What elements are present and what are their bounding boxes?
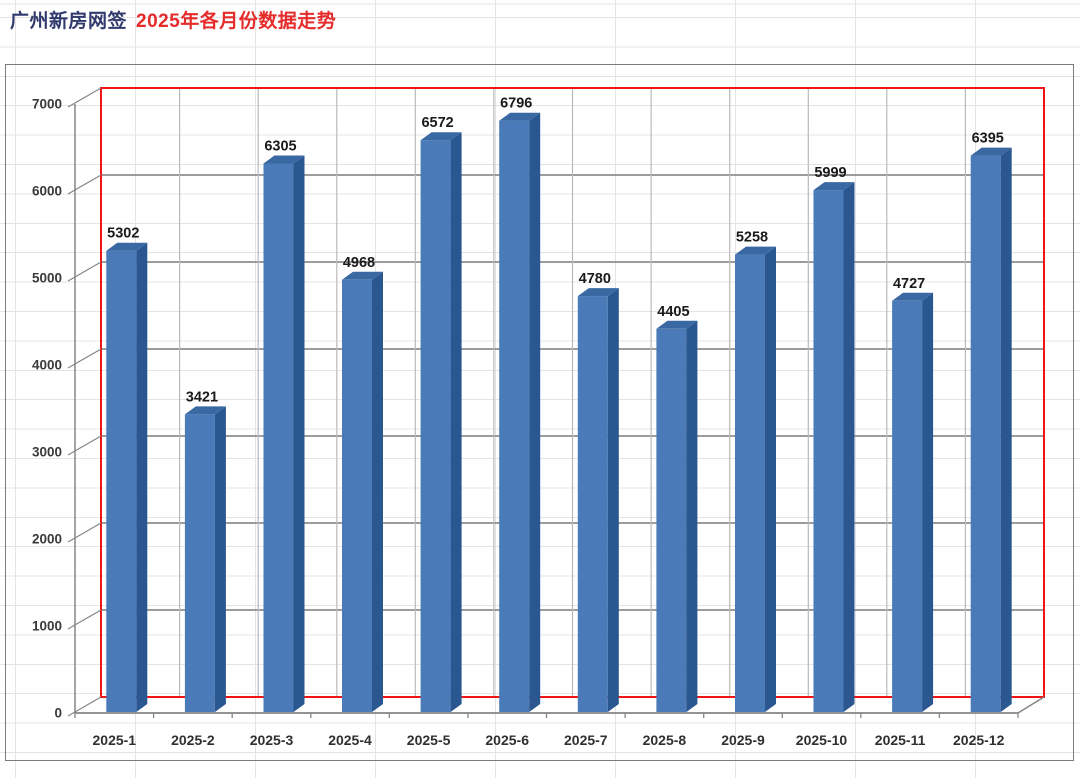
bar-top-face[interactable] — [420, 132, 462, 141]
bar-top-face[interactable] — [263, 155, 305, 164]
y-axis-tick-label: 4000 — [32, 358, 62, 373]
x-axis-category-label: 2025-9 — [721, 732, 765, 748]
bar-front-face[interactable] — [656, 328, 687, 712]
bar-2025-9[interactable] — [735, 246, 776, 712]
x-axis-category-label: 2025-7 — [564, 732, 608, 748]
bar-top-face[interactable] — [813, 182, 855, 191]
bar-front-face[interactable] — [892, 300, 923, 712]
bar-2025-10[interactable] — [813, 182, 855, 713]
bar-front-face[interactable] — [577, 296, 608, 712]
y-axis-tick-connector — [67, 174, 102, 195]
bar-value-label-2025-7: 4780 — [579, 271, 611, 287]
bar-side-face[interactable] — [843, 182, 855, 713]
bar-side-face[interactable] — [922, 292, 934, 712]
chart-title-primary: 广州新房网签 — [10, 11, 128, 32]
y-axis-tick-connector — [67, 435, 102, 456]
y-axis-tick-connector — [67, 261, 102, 282]
bar-2025-7[interactable] — [577, 288, 619, 712]
y-axis-tick-label: 7000 — [32, 97, 62, 112]
y-axis-tick-connector — [67, 87, 102, 108]
x-axis-category-label: 2025-1 — [93, 732, 137, 748]
bar-top-face[interactable] — [656, 320, 698, 329]
bar-top-face[interactable] — [106, 242, 148, 251]
bar-value-label-2025-1: 5302 — [107, 226, 139, 242]
bar-2025-5[interactable] — [420, 132, 462, 712]
bar-value-label-2025-9: 5258 — [736, 230, 768, 246]
plot-area-border — [100, 87, 1045, 698]
bar-2025-3[interactable] — [263, 155, 305, 713]
bar-side-face[interactable] — [1000, 147, 1012, 713]
bar-2025-8[interactable] — [656, 320, 698, 712]
y-axis-tick-label: 3000 — [32, 445, 62, 460]
x-axis-category-label: 2025-6 — [485, 732, 529, 748]
bar-value-label-2025-10: 5999 — [814, 165, 846, 181]
bar-side-face[interactable] — [293, 155, 305, 713]
bar-2025-11[interactable] — [892, 292, 934, 712]
bar-2025-12[interactable] — [970, 147, 1012, 713]
bar-top-face[interactable] — [970, 147, 1012, 156]
y-axis-tick-connector — [67, 522, 102, 543]
bar-top-face[interactable] — [577, 288, 619, 297]
y-axis-tick-connector — [67, 348, 102, 369]
chart-object[interactable] — [5, 64, 1074, 761]
bar-top-face[interactable] — [499, 112, 541, 121]
x-axis-category-label: 2025-5 — [407, 732, 451, 748]
bar-front-face[interactable] — [342, 279, 372, 712]
bar-value-label-2025-12: 6395 — [972, 131, 1004, 147]
bar-front-face[interactable] — [420, 140, 451, 712]
bar-side-face[interactable] — [136, 242, 148, 712]
bar-value-label-2025-4: 4968 — [343, 255, 375, 271]
x-axis-category-label: 2025-2 — [171, 732, 215, 748]
bar-front-face[interactable] — [970, 155, 1001, 713]
y-axis-tick-label: 5000 — [32, 271, 62, 286]
bar-top-face[interactable] — [735, 246, 776, 255]
bar-2025-1[interactable] — [106, 242, 148, 712]
y-axis-tick-label: 0 — [54, 706, 62, 721]
chart-title: 广州新房网签 2025年各月份数据走势 — [10, 6, 336, 33]
x-axis-category-label: 2025-10 — [796, 732, 848, 748]
bar-2025-6[interactable] — [499, 112, 541, 712]
bar-value-label-2025-8: 4405 — [657, 304, 689, 320]
bar-front-face[interactable] — [184, 414, 215, 712]
bar-front-face[interactable] — [263, 163, 294, 713]
axis-floor-depth-edge — [1017, 696, 1045, 714]
bar-side-face[interactable] — [450, 132, 462, 712]
x-axis-category-label: 2025-8 — [643, 732, 687, 748]
bar-side-face[interactable] — [214, 406, 226, 712]
bar-top-face[interactable] — [342, 271, 383, 280]
bar-value-label-2025-5: 6572 — [421, 115, 453, 131]
bar-front-face[interactable] — [106, 250, 137, 712]
bar-front-face[interactable] — [499, 120, 530, 712]
bar-side-face[interactable] — [607, 288, 619, 712]
bar-side-face[interactable] — [529, 112, 541, 712]
bar-2025-4[interactable] — [342, 271, 383, 712]
y-axis-tick-label: 1000 — [32, 619, 62, 634]
y-axis-tick-label: 2000 — [32, 532, 62, 547]
bar-value-label-2025-11: 4727 — [893, 276, 925, 292]
bar-side-face[interactable] — [686, 320, 698, 712]
y-axis-tick-connector — [67, 696, 102, 717]
y-axis-tick-connector — [67, 609, 102, 630]
x-axis-category-label: 2025-3 — [250, 732, 294, 748]
bar-front-face[interactable] — [735, 254, 765, 712]
bar-value-label-2025-2: 3421 — [186, 389, 218, 405]
bar-top-face[interactable] — [892, 292, 934, 301]
x-axis-category-label: 2025-12 — [953, 732, 1005, 748]
x-axis-category-label: 2025-11 — [875, 732, 926, 748]
bar-top-face[interactable] — [184, 406, 226, 415]
bar-value-label-2025-3: 6305 — [264, 139, 296, 155]
bar-side-face[interactable] — [765, 246, 776, 712]
x-axis-category-label: 2025-4 — [328, 732, 372, 748]
bar-value-label-2025-6: 6796 — [500, 96, 532, 112]
chart-title-accent: 2025年各月份数据走势 — [136, 11, 337, 32]
bar-front-face[interactable] — [813, 190, 844, 713]
bar-2025-2[interactable] — [184, 406, 226, 712]
y-axis-tick-label: 6000 — [32, 184, 62, 199]
bar-side-face[interactable] — [372, 271, 383, 712]
